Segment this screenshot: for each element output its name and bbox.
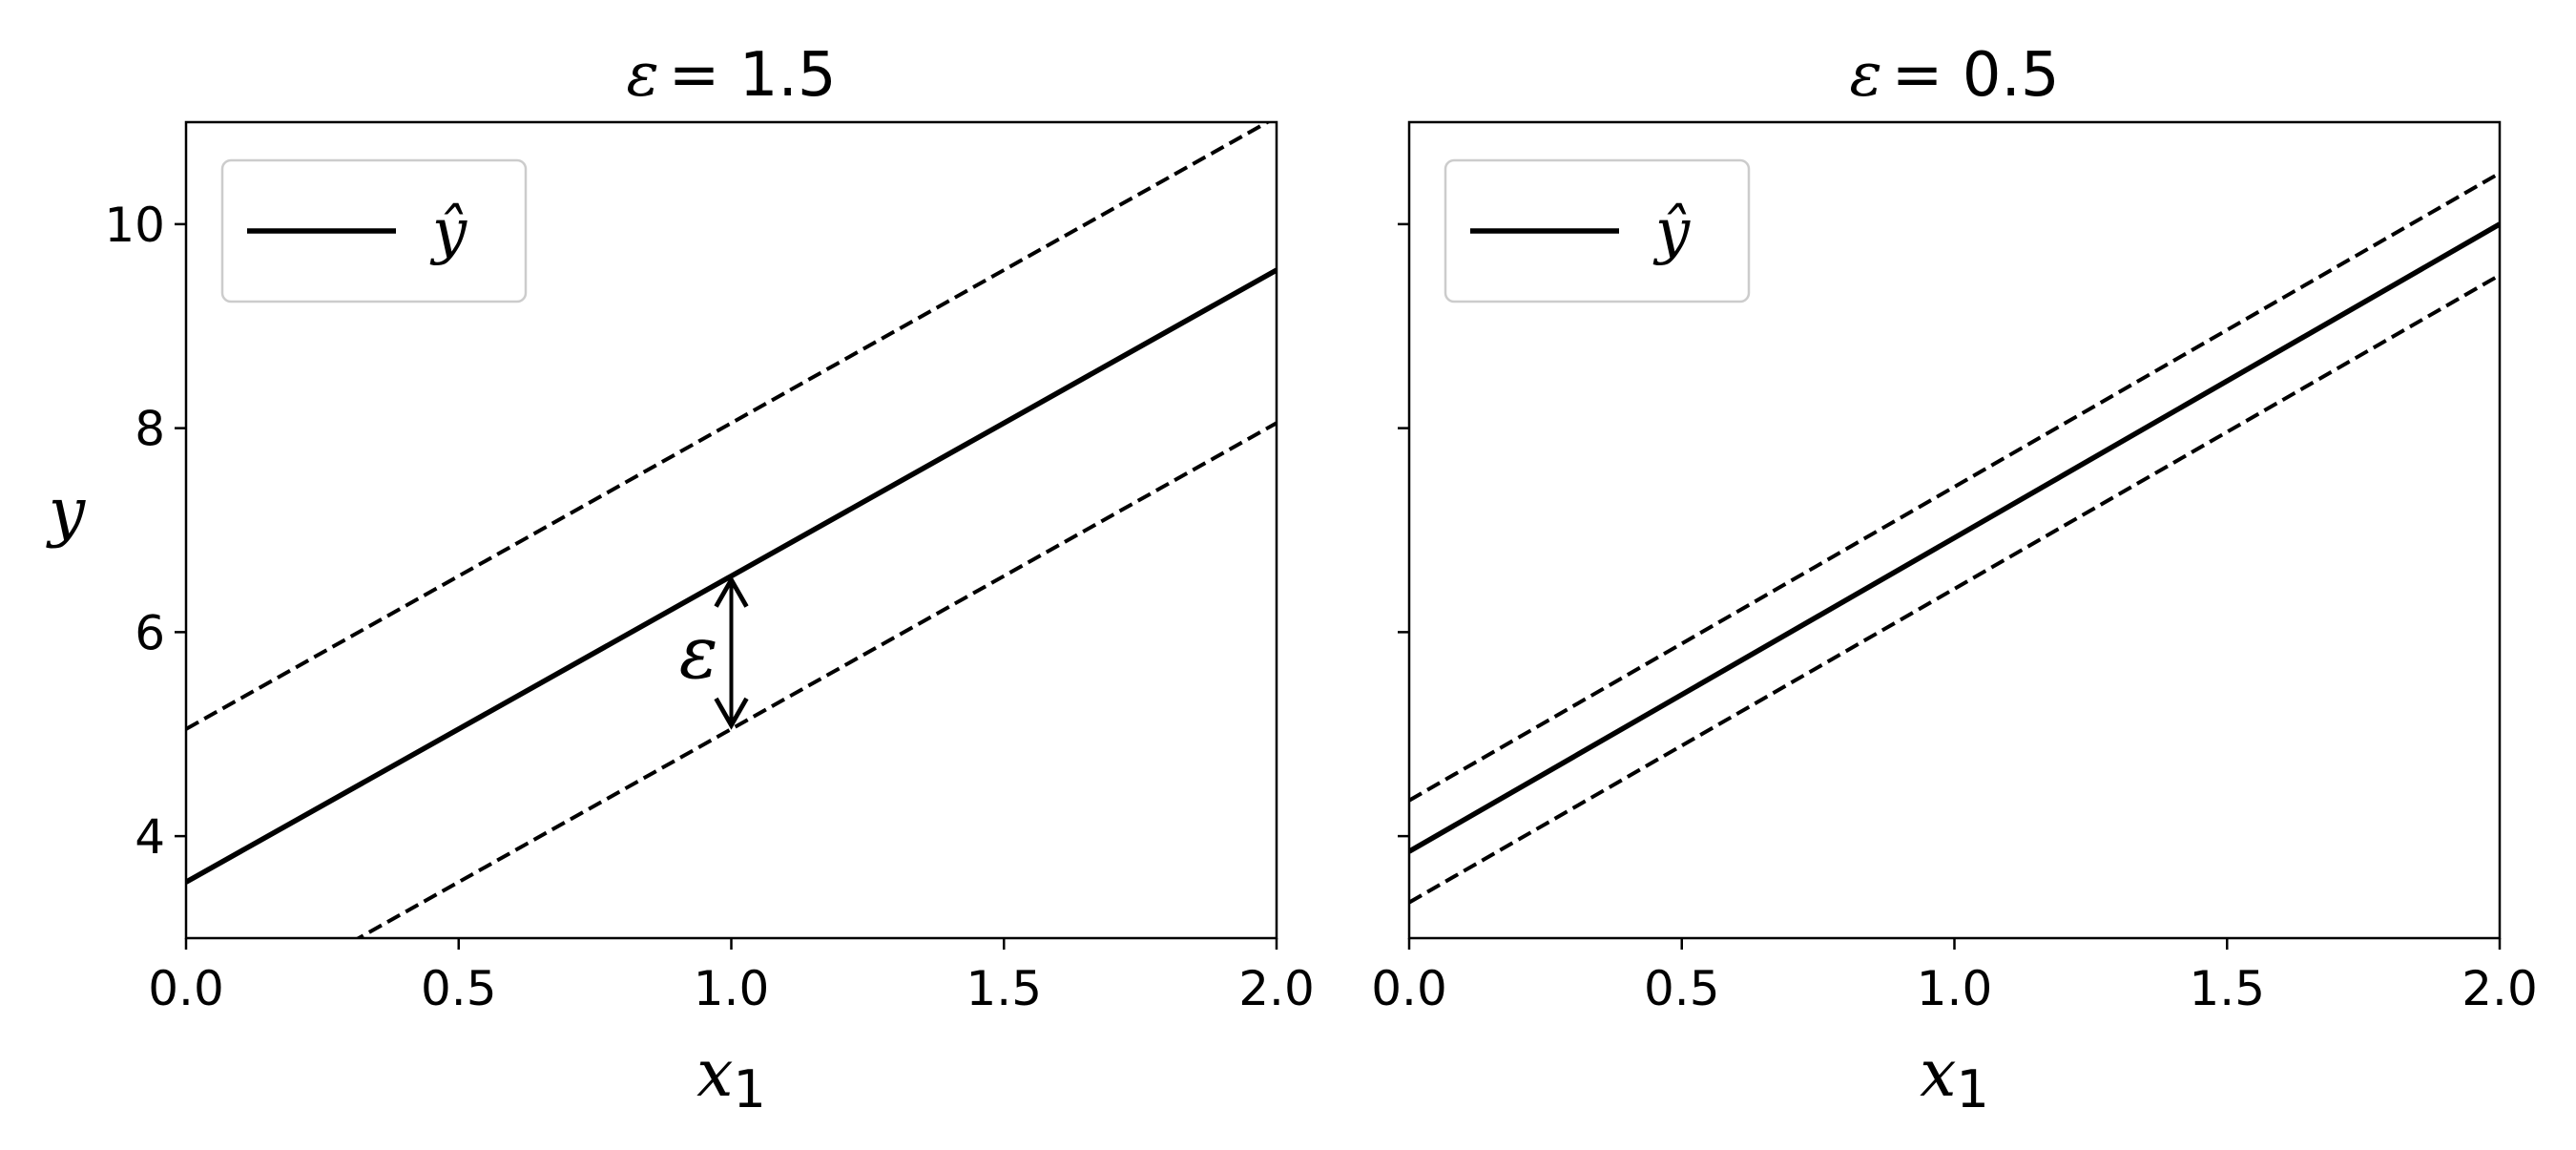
y-tick-label: 4 <box>135 809 165 865</box>
plot-area <box>186 122 1277 938</box>
title-symbol: ε <box>1849 40 1881 111</box>
y-tick-label: 6 <box>135 605 165 660</box>
y-axis-label: y <box>46 475 87 551</box>
title-value: = 0.5 <box>1892 40 2060 111</box>
x-axis-label-base: x <box>696 1036 733 1112</box>
x-tick-label: 1.0 <box>694 961 770 1016</box>
x-tick-label: 0.5 <box>1644 961 1720 1016</box>
plot-area <box>1409 171 2500 905</box>
x-axis-label-base: x <box>1920 1036 1956 1112</box>
chart-title: ε = 1.5 <box>626 40 836 111</box>
legend: ŷ <box>1444 158 1751 303</box>
x-tick-label: 1.5 <box>2189 961 2265 1016</box>
x-tick-label: 0.5 <box>421 961 497 1016</box>
lower-margin-line <box>1409 273 2500 905</box>
legend-label: ŷ <box>429 197 467 267</box>
title-value: = 1.5 <box>669 40 837 111</box>
x-tick-label: 0.0 <box>148 961 224 1016</box>
x-axis-label: x1 <box>1920 1036 1989 1119</box>
epsilon-annotation: ε <box>679 610 718 695</box>
x-axis-label-subscript: 1 <box>1957 1059 1989 1119</box>
x-tick-label: 1.5 <box>966 961 1042 1016</box>
lower-margin-line <box>354 421 1277 938</box>
x-axis-label: x1 <box>696 1036 766 1119</box>
legend-label: ŷ <box>1652 197 1691 267</box>
x-axis-label-subscript: 1 <box>734 1059 766 1119</box>
x-tick-label: 0.0 <box>1371 961 1447 1016</box>
upper-margin-line <box>186 122 1272 731</box>
y-tick-label: 10 <box>104 198 165 253</box>
title-symbol: ε <box>626 40 658 111</box>
x-tick-label: 2.0 <box>1238 961 1315 1016</box>
y-tick-label: 8 <box>135 402 165 457</box>
prediction-line <box>1409 221 2500 854</box>
prediction-line <box>186 267 1277 885</box>
legend: ŷ <box>220 158 528 303</box>
chart-title: ε = 0.5 <box>1849 40 2059 111</box>
chart-panel-2: 0.0 0.5 1.0 1.5 2.0 ε = 0.5 x1 ŷ <box>1371 40 2538 1119</box>
x-tick-label: 2.0 <box>2462 961 2538 1016</box>
x-tick-label: 1.0 <box>1917 961 1993 1016</box>
